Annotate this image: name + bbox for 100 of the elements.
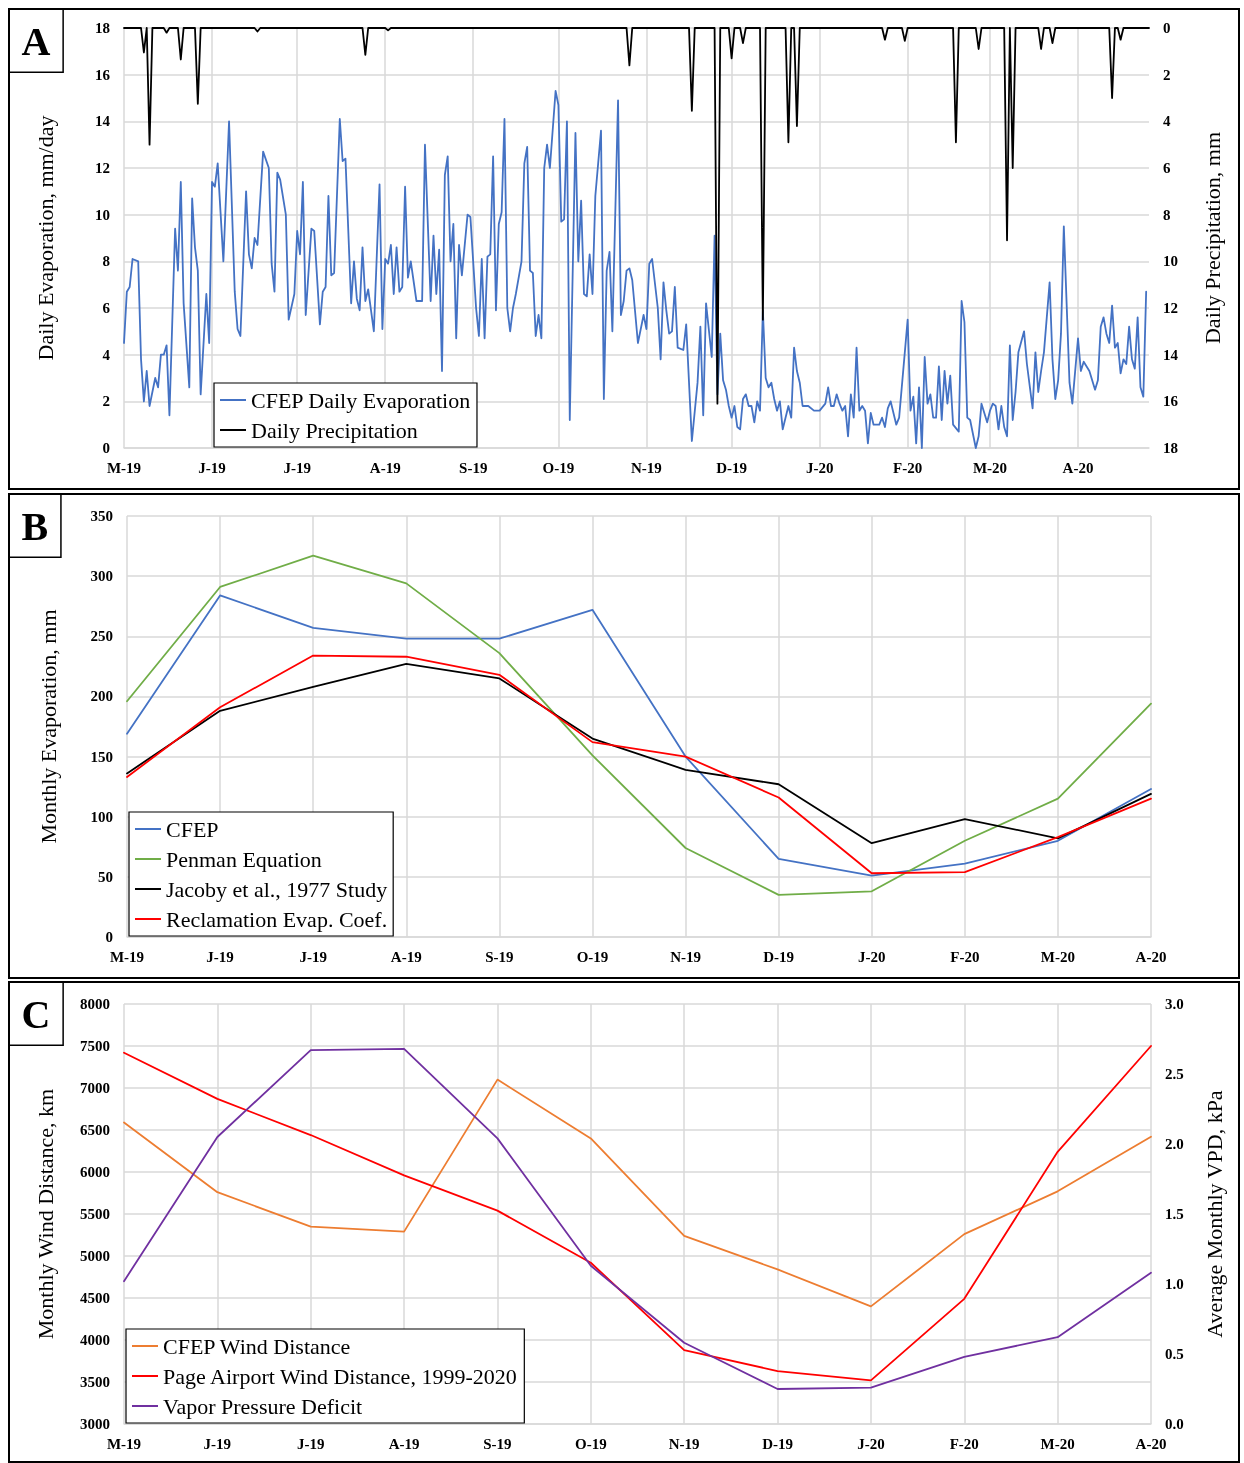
x-tick-label: A-20 <box>1062 459 1094 476</box>
y-tick-label: 14 <box>95 113 111 130</box>
y-tick-label: 150 <box>90 748 113 765</box>
y-tick-label: 6500 <box>80 1122 110 1138</box>
text: C <box>21 992 51 1037</box>
text: B <box>21 504 49 549</box>
y-axis-title: Daily Evaporation, mm/day <box>32 115 58 361</box>
legend-label: CFEP Daily Evaporation <box>251 387 471 413</box>
line-series <box>123 1078 1152 1308</box>
y2-tick-label: 0.0 <box>1165 1416 1184 1432</box>
x-tick-label: A-19 <box>369 459 401 476</box>
x-tick-label: M-19 <box>106 459 142 476</box>
x-tick-label: S-19 <box>485 948 514 965</box>
y-tick-label: 0 <box>105 929 113 945</box>
y-tick-label: 0 <box>102 440 110 456</box>
x-tick-label: F-20 <box>950 948 980 965</box>
y-tick-label: 6000 <box>80 1164 110 1180</box>
legend-label: Jacoby et al., 1977 Study <box>166 876 388 902</box>
x-tick-label: J-19 <box>203 1435 232 1452</box>
y-tick-label: 250 <box>90 628 113 645</box>
y-tick-label: 12 <box>95 160 110 176</box>
y-tick-label: 3000 <box>80 1416 110 1432</box>
y-tick-label: 8 <box>102 253 110 270</box>
y-tick-label: 4 <box>102 346 111 363</box>
x-tick-label: J-19 <box>198 459 226 476</box>
x-tick-label: D-19 <box>763 948 795 965</box>
y-tick-label: 8000 <box>80 996 110 1012</box>
y2-tick-label: 2.5 <box>1165 1066 1184 1082</box>
x-tick-label: M-19 <box>106 1435 142 1452</box>
legend-label: Penman Equation <box>166 846 322 872</box>
y-tick-label: 10 <box>95 206 110 223</box>
line-series <box>126 654 1152 875</box>
x-tick-label: F-20 <box>893 459 923 476</box>
x-tick-label: J-19 <box>206 948 234 965</box>
y-tick-label: 350 <box>90 508 113 524</box>
y-tick-label: 4000 <box>80 1332 110 1348</box>
legend-label: CFEP <box>166 816 219 842</box>
x-tick-label: S-19 <box>483 1435 512 1452</box>
y2-tick-label: 0 <box>1163 20 1171 36</box>
legend-label: Daily Precipitation <box>251 417 418 443</box>
y-tick-label: 7500 <box>80 1038 110 1054</box>
legend-label: Page Airport Wind Distance, 1999-2020 <box>163 1363 517 1389</box>
y-tick-label: 2 <box>102 393 110 410</box>
line-series <box>126 594 1152 877</box>
y2-tick-label: 2.0 <box>1165 1136 1184 1152</box>
y2-tick-label: 16 <box>1163 393 1179 410</box>
legend-label: CFEP Wind Distance <box>163 1333 351 1359</box>
y2-tick-label: 2 <box>1163 66 1171 83</box>
x-tick-label: O-19 <box>574 1435 607 1452</box>
y-tick-label: 50 <box>98 868 113 885</box>
x-tick-label: J-20 <box>857 948 886 965</box>
y2-tick-label: 0.5 <box>1165 1346 1184 1362</box>
y2-tick-label: 8 <box>1163 206 1171 223</box>
y2-tick-label: 1.0 <box>1165 1276 1184 1292</box>
x-tick-label: N-19 <box>670 948 701 965</box>
y-tick-label: 200 <box>90 688 113 705</box>
x-tick-label: J-19 <box>283 459 311 476</box>
legend-label: Vapor Pressure Deficit <box>163 1393 363 1419</box>
y-tick-label: 16 <box>95 66 111 83</box>
x-tick-label: A-19 <box>390 948 422 965</box>
y-tick-label: 5500 <box>80 1206 110 1222</box>
x-tick-label: D-19 <box>762 1435 793 1452</box>
x-tick-label: M-20 <box>1040 1435 1075 1452</box>
y-tick-label: 3500 <box>80 1374 110 1390</box>
x-tick-label: J-19 <box>299 948 327 965</box>
y2-tick-label: 3.0 <box>1165 996 1184 1012</box>
x-tick-label: A-20 <box>1135 948 1167 965</box>
y2-tick-label: 18 <box>1163 440 1178 456</box>
x-tick-label: S-19 <box>459 459 488 476</box>
y-tick-label: 7000 <box>80 1080 110 1096</box>
x-tick-label: J-20 <box>857 1435 885 1452</box>
x-tick-label: N-19 <box>631 459 662 476</box>
x-tick-label: D-19 <box>716 459 748 476</box>
y2-tick-label: 12 <box>1163 300 1178 316</box>
text: A <box>21 19 51 64</box>
legend-label: Reclamation Evap. Coef. <box>166 906 388 932</box>
y-tick-label: 6 <box>102 300 111 316</box>
y-tick-label: 4500 <box>80 1290 110 1306</box>
y-tick-label: 300 <box>90 568 113 585</box>
y2-axis-title: Average Monthly VPD, kPa <box>1201 1090 1227 1338</box>
x-tick-label: N-19 <box>668 1435 700 1452</box>
x-tick-label: F-20 <box>949 1435 979 1452</box>
x-tick-label: A-20 <box>1135 1435 1167 1452</box>
x-tick-label: O-19 <box>576 948 609 965</box>
y-tick-label: 5000 <box>80 1248 110 1264</box>
y2-tick-label: 14 <box>1163 346 1179 363</box>
y-axis-title: Monthly Evaporation, mm <box>35 609 61 844</box>
x-tick-label: M-19 <box>109 948 145 965</box>
y2-tick-label: 1.5 <box>1165 1206 1184 1222</box>
y-axis-title: Monthly Wind Distance, km <box>32 1088 58 1340</box>
x-tick-label: A-19 <box>388 1435 420 1452</box>
x-tick-label: O-19 <box>542 459 575 476</box>
y-tick-label: 18 <box>95 20 110 36</box>
line-series <box>126 663 1152 845</box>
y-tick-label: 100 <box>90 808 113 825</box>
x-tick-label: J-19 <box>296 1435 325 1452</box>
y2-tick-label: 10 <box>1163 253 1178 270</box>
y2-axis-title: Daily Precipitation, mm <box>1199 131 1225 345</box>
x-tick-label: M-20 <box>972 459 1008 476</box>
x-tick-label: M-20 <box>1040 948 1075 965</box>
